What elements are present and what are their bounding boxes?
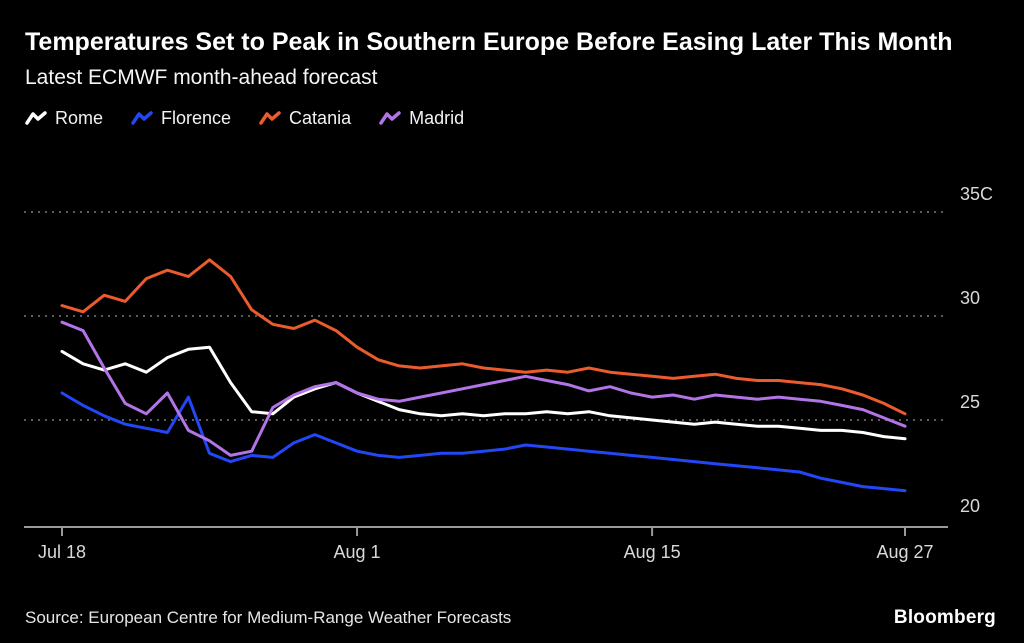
legend-label: Madrid — [409, 108, 465, 128]
source-note: Source: European Centre for Medium-Range… — [25, 608, 512, 627]
line-sample-icon — [379, 111, 401, 125]
svg-text:Jul 18: Jul 18 — [38, 542, 86, 562]
chart-title: Temperatures Set to Peak in Southern Eur… — [25, 28, 953, 56]
legend-label: Catania — [289, 108, 352, 128]
legend-item-rome: Rome — [25, 108, 103, 129]
legend-label: Florence — [161, 108, 232, 128]
legend-item-florence: Florence — [131, 108, 231, 129]
line-sample-icon — [131, 111, 153, 125]
bloomberg-logo: Bloomberg — [893, 607, 996, 628]
footer: Source: European Centre for Medium-Range… — [25, 607, 996, 629]
chart-subtitle: Latest ECMWF month-ahead forecast — [25, 66, 378, 89]
svg-text:35C: 35C — [960, 184, 993, 204]
legend-item-catania: Catania — [259, 108, 351, 129]
svg-text:Aug 27: Aug 27 — [876, 542, 933, 562]
svg-text:25: 25 — [960, 392, 980, 412]
line-sample-icon — [25, 111, 47, 125]
legend-label: Rome — [55, 108, 104, 128]
svg-text:20: 20 — [960, 496, 980, 516]
svg-text:Aug 15: Aug 15 — [624, 542, 681, 562]
line-sample-icon — [259, 111, 281, 125]
svg-text:Aug 1: Aug 1 — [334, 542, 381, 562]
legend-item-madrid: Madrid — [379, 108, 464, 129]
legend: Rome Florence Catania Madrid — [25, 108, 999, 129]
svg-text:30: 30 — [960, 288, 980, 308]
